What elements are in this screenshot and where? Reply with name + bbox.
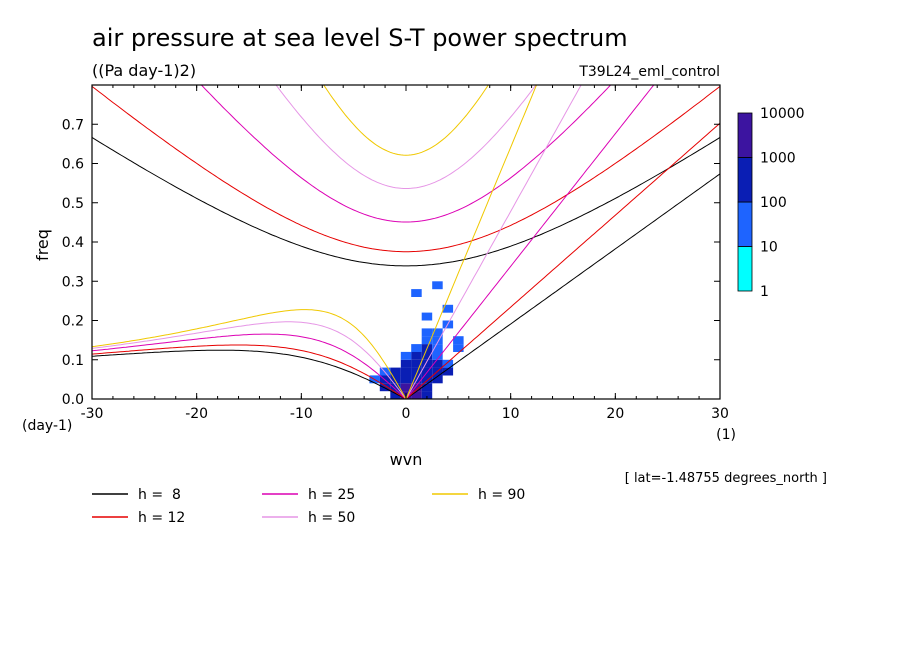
power-cell [390, 375, 401, 384]
y-unit-label: (day-1) [22, 418, 72, 434]
power-cell [432, 359, 443, 368]
x-tick-label: -30 [81, 406, 104, 422]
power-cell [432, 344, 443, 352]
kelvin-curve [405, 122, 720, 399]
power-cell [411, 359, 422, 368]
colorbar-label: 10000 [760, 106, 805, 122]
y-axis: 0.0 0.1 0.2 0.3 0.4 0.5 0.6 0.7 [62, 117, 720, 408]
power-cell [421, 359, 433, 368]
y-tick-label: 0.2 [62, 314, 84, 330]
colorbar-label: 1 [760, 284, 769, 300]
power-cell [400, 367, 412, 376]
power-cell [390, 383, 401, 392]
x-tick-label: 10 [502, 406, 520, 422]
colorbar-label: 1000 [760, 151, 796, 167]
power-cell [400, 383, 412, 392]
power-cell [421, 351, 433, 360]
power-cell [411, 383, 422, 392]
inertia-gravity-curve [323, 85, 489, 156]
power-cell [411, 351, 422, 360]
y-tick-label: 0.1 [62, 353, 84, 369]
rossby-curve [92, 344, 407, 399]
colorbar: 1 10 100 1000 10000 [737, 106, 805, 300]
power-cell [442, 304, 454, 313]
x-tick-label: 0 [402, 406, 411, 422]
y-tick-label: 0.4 [62, 235, 84, 251]
units-label: ((Pa day-1)2) [92, 61, 196, 80]
inertia-gravity-curve [92, 136, 720, 267]
chart-title: air pressure at sea level S-T power spec… [92, 24, 628, 52]
x-tick-label: -20 [185, 406, 208, 422]
power-cell [453, 344, 464, 352]
legend-label: h = 25 [308, 487, 355, 503]
power-cell [411, 344, 422, 352]
power-cell [421, 336, 433, 345]
power-cell [421, 375, 433, 384]
experiment-label: T39L24_eml_control [578, 64, 720, 80]
x-unit-label: (1) [716, 427, 736, 443]
power-cell [432, 375, 443, 384]
power-cell [411, 391, 422, 399]
x-tick-label: -10 [290, 406, 313, 422]
inertia-gravity-curve [200, 85, 612, 223]
x-axis-label: wvn [390, 450, 423, 469]
power-cell [421, 383, 433, 392]
power-cell [432, 328, 443, 337]
colorbar-swatch [737, 246, 753, 292]
power-cell [411, 289, 422, 297]
rossby-curve [92, 309, 407, 399]
power-cells-layer [369, 281, 464, 399]
colorbar-label: 100 [760, 195, 787, 211]
rossby-curve [92, 321, 407, 399]
x-tick-label: 30 [711, 406, 729, 422]
y-tick-label: 0.0 [62, 392, 84, 408]
y-axis-label: freq [33, 229, 52, 261]
power-cell [400, 375, 412, 384]
legend-label: h = 90 [478, 487, 525, 503]
power-cell [400, 351, 412, 360]
legend-label: h = 12 [138, 510, 185, 526]
kelvin-curve [405, 85, 655, 399]
power-cell [453, 336, 464, 345]
power-cell [442, 367, 454, 376]
power-cell [432, 281, 443, 290]
inertia-gravity-curve [275, 85, 537, 189]
power-cell [432, 351, 443, 360]
power-cell [379, 383, 391, 392]
inertia-gravity-curve [92, 86, 720, 253]
power-cell [421, 367, 433, 376]
power-cell [390, 367, 401, 376]
legend-label: h = 8 [138, 487, 181, 503]
power-cell [400, 359, 412, 368]
power-cell [442, 359, 454, 368]
legend: h = 8 h = 12 h = 25 h = 50 h = 90 [92, 487, 525, 526]
power-cell [432, 336, 443, 345]
rossby-curve [92, 349, 407, 399]
dispersion-curves-layer [92, 85, 720, 399]
colorbar-swatch [737, 112, 753, 158]
power-cell [421, 312, 433, 321]
y-tick-label: 0.6 [62, 157, 84, 173]
y-tick-label: 0.3 [62, 274, 84, 290]
colorbar-swatch [737, 157, 753, 203]
power-cell [421, 328, 433, 337]
x-axis: -30 -20 -10 0 10 20 30 [81, 85, 729, 422]
kelvin-curve [405, 85, 538, 399]
power-cell [390, 391, 401, 399]
y-tick-label: 0.5 [62, 196, 84, 212]
kelvin-curve [405, 85, 582, 399]
y-tick-label: 0.7 [62, 117, 84, 133]
power-cell [411, 367, 422, 376]
legend-label: h = 50 [308, 510, 355, 526]
x-tick-label: 20 [606, 406, 624, 422]
latitude-annotation: [ lat=-1.48755 degrees_north ] [625, 471, 827, 486]
rossby-curve [92, 333, 407, 399]
kelvin-curve [405, 173, 720, 399]
power-cell [421, 391, 433, 399]
colorbar-label: 10 [760, 240, 778, 256]
colorbar-swatch [737, 201, 753, 247]
